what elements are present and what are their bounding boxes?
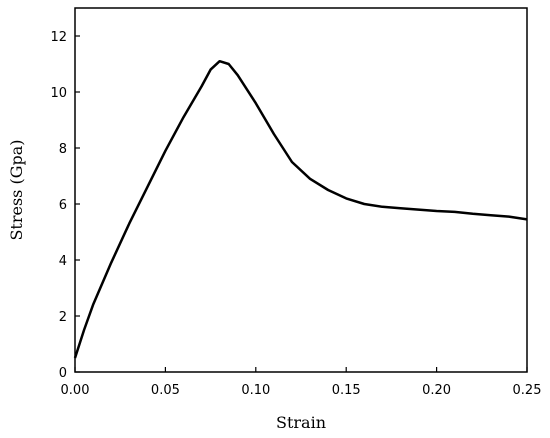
y-tick-label: 0 bbox=[59, 366, 67, 381]
plot-frame bbox=[74, 7, 528, 373]
y-axis-title: Stress (Gpa) bbox=[7, 139, 26, 240]
x-axis-title: Strain bbox=[276, 413, 326, 432]
y-tick-label: 6 bbox=[59, 198, 67, 213]
y-tick-label: 12 bbox=[50, 30, 67, 45]
x-tick-label: 0.15 bbox=[332, 383, 361, 398]
y-tick-label: 10 bbox=[50, 86, 67, 101]
x-tick-label: 0.10 bbox=[241, 383, 270, 398]
x-tick-label: 0.05 bbox=[151, 383, 180, 398]
y-tick-label: 4 bbox=[59, 254, 67, 269]
data-line bbox=[73, 59, 528, 359]
y-tick-label: 8 bbox=[59, 142, 67, 157]
x-tick-label: 0.20 bbox=[422, 383, 451, 398]
x-tick-label: 0.25 bbox=[513, 383, 542, 398]
y-tick-label: 2 bbox=[59, 310, 67, 325]
x-tick-label: 0.00 bbox=[61, 383, 90, 398]
